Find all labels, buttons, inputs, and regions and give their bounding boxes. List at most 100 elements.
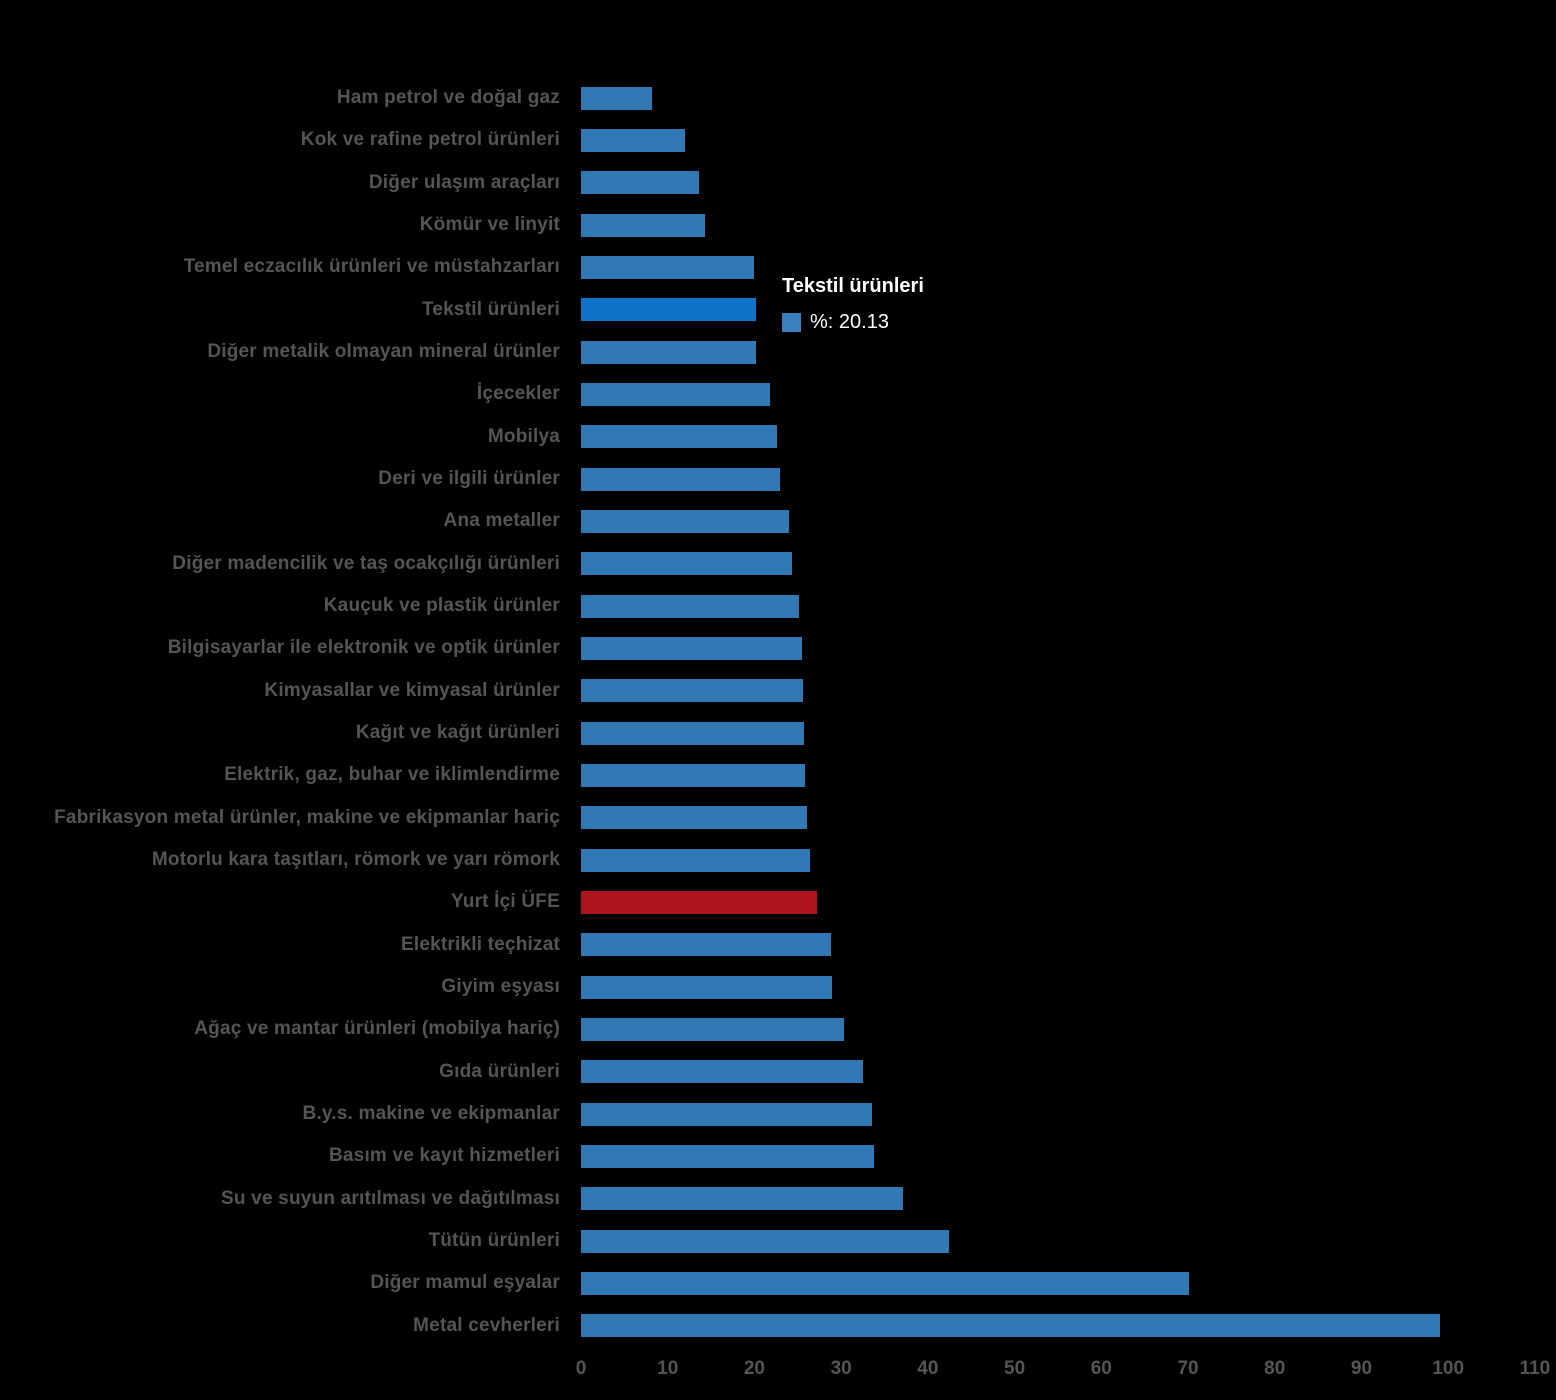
chart-rows: Ham petrol ve doğal gaz Kok ve rafine pet… xyxy=(0,77,1556,1347)
x-tick: 50 xyxy=(1004,1358,1026,1379)
bar-value[interactable] xyxy=(581,86,652,110)
tooltip-value-row: %: 20.13 xyxy=(782,311,924,334)
bar-highlighted[interactable] xyxy=(581,298,756,322)
chart-row: Yurt İçi ÜFE xyxy=(0,881,1556,923)
x-tick: 30 xyxy=(830,1358,852,1379)
category-label: Fabrikasyon metal ürünler, makine ve eki… xyxy=(54,806,560,828)
bar-value[interactable] xyxy=(581,1017,844,1041)
x-tick: 90 xyxy=(1350,1358,1373,1379)
chart-row: Diğer mamul eşyalar xyxy=(0,1262,1556,1304)
bar-value[interactable] xyxy=(581,1060,863,1084)
chart-row: Tekstil ürünleri xyxy=(0,289,1556,331)
bar-value[interactable] xyxy=(581,636,802,660)
bar-track xyxy=(581,1144,1556,1168)
category-label: Kağıt ve kağıt ürünleri xyxy=(355,722,560,744)
bar-track xyxy=(581,298,1556,322)
bar-value[interactable] xyxy=(581,763,805,787)
tooltip: Tekstil ürünleri %: 20.13 xyxy=(782,275,924,334)
category-label: Diğer ulaşım araçları xyxy=(368,171,560,193)
bar-value[interactable] xyxy=(581,128,685,152)
bar-value[interactable] xyxy=(581,509,789,533)
bar-value[interactable] xyxy=(581,552,792,576)
bar-value[interactable] xyxy=(581,933,831,957)
bar-track xyxy=(581,594,1556,618)
bar-value[interactable] xyxy=(581,1314,1440,1338)
bar-value[interactable] xyxy=(581,721,804,745)
bar-value[interactable] xyxy=(581,1144,874,1168)
bar-track xyxy=(581,763,1556,787)
tooltip-series-swatch xyxy=(782,313,801,332)
bar-track xyxy=(581,975,1556,999)
category-label: Kok ve rafine petrol ürünleri xyxy=(300,129,560,151)
chart-row: Mobilya xyxy=(0,416,1556,458)
category-label: Metal cevherleri xyxy=(413,1314,560,1336)
bar-track xyxy=(581,721,1556,745)
bar-value[interactable] xyxy=(581,255,754,279)
chart-row: Kağıt ve kağıt ürünleri xyxy=(0,712,1556,754)
bar-value[interactable] xyxy=(581,340,756,364)
bar-track xyxy=(581,171,1556,195)
bar-value[interactable] xyxy=(581,1229,949,1253)
chart-row: Temel eczacılık ürünleri ve müstahzarlar… xyxy=(0,246,1556,288)
bar-value[interactable] xyxy=(581,594,799,618)
chart-row: Motorlu kara taşıtları, römork ve yarı r… xyxy=(0,839,1556,881)
bar-value[interactable] xyxy=(581,213,705,237)
x-tick: 20 xyxy=(743,1358,766,1379)
category-label: Basım ve kayıt hizmetleri xyxy=(329,1145,560,1167)
category-label: Ham petrol ve doğal gaz xyxy=(336,87,560,109)
chart-row: Metal cevherleri xyxy=(0,1305,1556,1347)
bar-value[interactable] xyxy=(581,1102,872,1126)
category-label: Bilgisayarlar ile elektronik ve optik ür… xyxy=(167,637,560,659)
category-label: Gıda ürünleri xyxy=(439,1060,560,1082)
chart-row: B.y.s. makine ve ekipmanlar xyxy=(0,1093,1556,1135)
bar-reference[interactable] xyxy=(581,890,817,914)
bar-value[interactable] xyxy=(581,848,810,872)
bar-track xyxy=(581,509,1556,533)
x-tick: 40 xyxy=(917,1358,939,1379)
chart-row: Kauçuk ve plastik ürünler xyxy=(0,585,1556,627)
bar-track xyxy=(581,552,1556,576)
bar-value[interactable] xyxy=(581,467,780,491)
bar-value[interactable] xyxy=(581,425,777,449)
category-label: Motorlu kara taşıtları, römork ve yarı r… xyxy=(151,849,560,871)
x-tick: 70 xyxy=(1177,1358,1199,1379)
bar-track xyxy=(581,128,1556,152)
bar-track xyxy=(581,1187,1556,1211)
bar-track xyxy=(581,86,1556,110)
chart-row: Basım ve kayıt hizmetleri xyxy=(0,1135,1556,1177)
bar-value[interactable] xyxy=(581,1187,903,1211)
chart-row: Tütün ürünleri xyxy=(0,1220,1556,1262)
category-label: Giyim eşyası xyxy=(441,976,560,998)
category-label: Diğer madencilik ve taş ocakçılığı ürünl… xyxy=(172,552,560,574)
x-tick: 0 xyxy=(575,1358,587,1379)
category-label: Kauçuk ve plastik ürünler xyxy=(323,595,560,617)
chart-row: Su ve suyun arıtılması ve dağıtılması xyxy=(0,1178,1556,1220)
category-label: İçecekler xyxy=(476,383,560,405)
x-tick: 80 xyxy=(1264,1358,1286,1379)
bar-value[interactable] xyxy=(581,679,803,703)
chart-row: Elektrikli teçhizat xyxy=(0,924,1556,966)
category-label: Tütün ürünleri xyxy=(428,1230,560,1252)
bar-value[interactable] xyxy=(581,1271,1189,1295)
category-label: Deri ve ilgili ürünler xyxy=(378,468,560,490)
bar-track xyxy=(581,636,1556,660)
category-label: Temel eczacılık ürünleri ve müstahzarlar… xyxy=(183,256,560,278)
category-label: Yurt İçi ÜFE xyxy=(450,891,560,913)
bar-value[interactable] xyxy=(581,975,832,999)
bar-track xyxy=(581,1102,1556,1126)
chart-row: İçecekler xyxy=(0,373,1556,415)
chart-row: Diğer ulaşım araçları xyxy=(0,162,1556,204)
bar-value[interactable] xyxy=(581,806,807,830)
chart-row: Gıda ürünleri xyxy=(0,1051,1556,1093)
chart-row: Bilgisayarlar ile elektronik ve optik ür… xyxy=(0,627,1556,669)
chart-row: Ağaç ve mantar ürünleri (mobilya hariç) xyxy=(0,1008,1556,1050)
chart-row: Kimyasallar ve kimyasal ürünler xyxy=(0,670,1556,712)
bar-track xyxy=(581,382,1556,406)
bar-value[interactable] xyxy=(581,382,770,406)
bar-value[interactable] xyxy=(581,171,699,195)
category-label: B.y.s. makine ve ekipmanlar xyxy=(302,1103,560,1125)
bar-track xyxy=(581,425,1556,449)
tooltip-title: Tekstil ürünleri xyxy=(782,275,924,297)
x-tick: 60 xyxy=(1090,1358,1112,1379)
